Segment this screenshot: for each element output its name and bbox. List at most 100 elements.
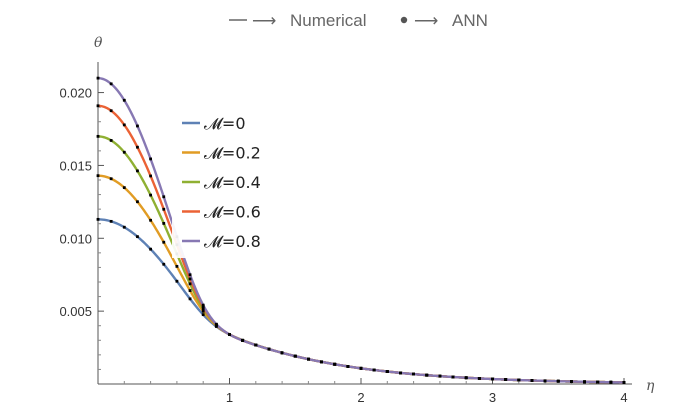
ann-marker [412,372,415,376]
y-tick-label: 0.005 [59,304,92,319]
ann-marker [570,380,573,383]
numerical-label: Numerical [290,11,367,30]
ann-marker [333,362,337,366]
legend-box [172,100,280,258]
ann-marker [359,366,363,370]
ann-marker [188,297,192,301]
ann-marker [149,218,152,222]
ann-marker [385,370,389,373]
ann-marker [175,264,179,268]
y-axis-label: θ [94,35,103,51]
x-tick-label: 3 [489,390,496,405]
ann-markers [96,76,626,384]
ann-marker [109,219,113,223]
ann-marker [254,343,258,347]
ann-marker [609,380,613,384]
ann-marker [556,379,560,383]
ann-marker [122,225,126,229]
ann-marker [109,82,113,86]
ann-marker [122,98,126,102]
ann-marker [438,374,442,378]
axes: 1 2 3 4 0.005 0.010 0.015 0.020 [59,62,632,405]
ann-marker [320,360,323,364]
ann-marker [96,104,100,108]
ann-marker [162,221,166,225]
ann-marker [188,273,192,277]
ann-marker [372,368,376,372]
ann-marker [162,240,166,244]
ann-marker [425,373,429,377]
ann-marker [622,381,626,384]
legend-entry: 𝓜=0 [204,114,246,133]
ann-marker [346,365,350,368]
ann-marker [399,371,402,375]
ann-marker [136,200,139,204]
ann-marker [122,150,126,154]
legend-entry: 𝓜=0.4 [204,173,261,192]
ann-marker [451,375,455,379]
ann-marker [241,339,245,342]
ann-marker [596,380,600,384]
y-tick-label: 0.010 [59,231,92,246]
ann-marker [214,322,218,326]
ann-marker [280,351,284,355]
ann-marker [530,379,534,382]
ann-marker [188,277,192,281]
ann-marker [162,207,166,211]
x-tick-label: 2 [357,390,364,405]
legend-entry: 𝓜=0.2 [204,144,261,163]
ann-marker [201,313,205,317]
y-tick-label: 0.015 [59,158,92,173]
ann-marker [477,377,481,380]
ann-marker [583,380,586,384]
y-tick-label: 0.020 [59,86,92,101]
ann-marker [543,379,547,383]
legend-entry: 𝓜=0.6 [204,203,261,222]
ann-marker [201,309,205,313]
ann-marker [149,247,152,251]
ann-marker [96,76,100,80]
ann-marker [96,134,100,138]
ann-marker [162,262,166,266]
ann-marker [136,169,139,173]
method-note: ⟶ Numerical ⟶ ANN [229,11,488,30]
x-axis-label: η [646,378,655,394]
ann-marker [162,195,166,199]
ann-marker [517,378,521,382]
numerical-arrow: ⟶ [252,11,276,30]
ann-marker [464,376,468,380]
x-tick-label: 1 [226,390,233,405]
legend: 𝓜=0 𝓜=0.2 𝓜=0.4 𝓜=0.6 𝓜=0.8 [172,100,280,258]
ann-arrow: ⟶ [414,11,438,30]
ann-marker [109,177,113,181]
ann-marker [175,279,179,283]
ann-marker [307,357,310,361]
ann-marker [188,289,192,292]
ann-marker [136,124,139,128]
ann-marker [201,307,205,311]
ann-marker [96,174,100,178]
ann-marker [122,186,126,190]
ann-marker [149,193,152,197]
ann-marker [201,303,205,307]
ann-marker [149,174,152,178]
legend-entry: 𝓜=0.8 [204,232,261,251]
ann-marker [293,354,297,358]
ann-marker [267,347,271,351]
ann-marker [504,378,508,381]
ann-marker [136,235,139,239]
ann-marker [109,109,113,113]
ann-marker [201,305,205,309]
ann-marker [109,139,113,142]
ann-marker [188,282,192,286]
ann-label: ANN [452,11,488,30]
ann-marker [136,145,139,149]
ann-marker [228,333,231,336]
ann-marker [491,377,494,381]
ann-marker [149,157,152,161]
ann-marker [96,217,100,221]
ann-marker [122,123,126,127]
ann-dot-symbol [400,16,408,24]
x-tick-label: 4 [620,390,627,405]
